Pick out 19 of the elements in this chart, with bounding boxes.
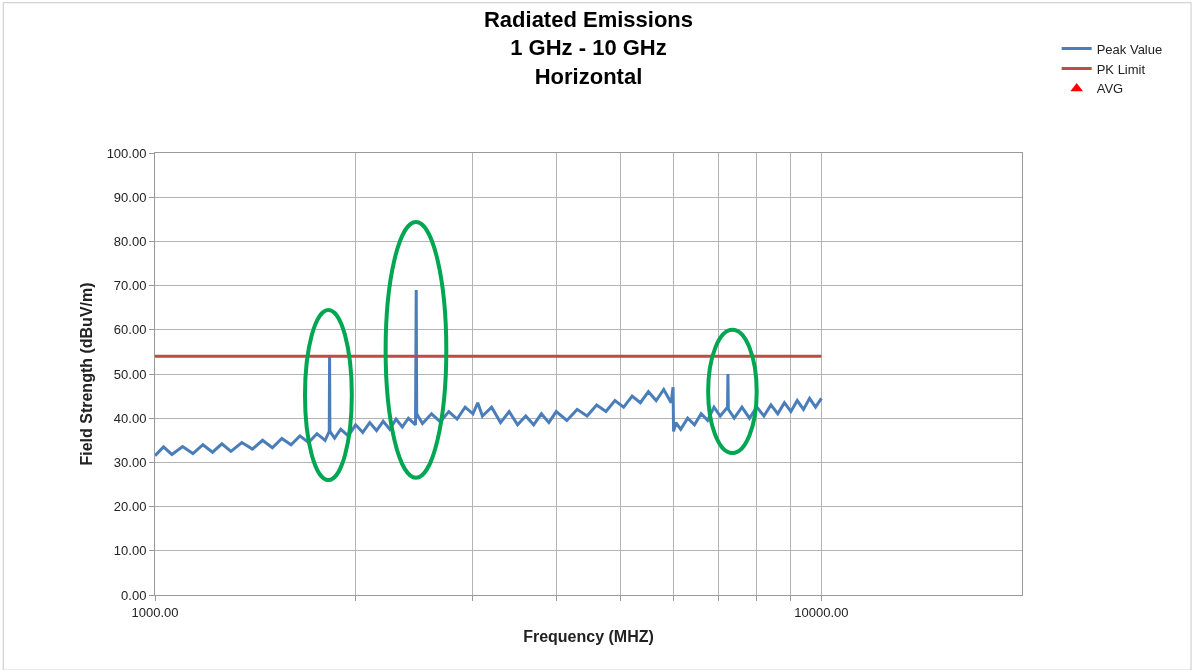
x-tick-label: 1000.00 xyxy=(131,604,179,620)
y-tick-label: 0.00 xyxy=(121,587,147,603)
y-tick-label: 60.00 xyxy=(113,322,147,338)
x-axis-title: Frequency (MHZ) xyxy=(523,628,654,646)
y-tick-label: 70.00 xyxy=(113,278,147,294)
y-tick-label: 20.00 xyxy=(113,499,147,515)
y-axis-title: Field Strength (dBuV/m) xyxy=(77,282,95,466)
y-tick-label: 80.00 xyxy=(113,233,147,249)
legend-label: PK Limit xyxy=(1096,61,1146,77)
legend-label: AVG xyxy=(1096,81,1124,97)
y-tick-label: 30.00 xyxy=(113,454,147,470)
y-tick-label: 90.00 xyxy=(113,189,147,205)
y-tick-label: 10.00 xyxy=(113,543,147,559)
y-tick-label: 50.00 xyxy=(113,366,147,382)
x-tick-label: 10000.00 xyxy=(794,604,849,620)
y-tick-label: 40.00 xyxy=(113,410,147,426)
y-tick-label: 100.00 xyxy=(106,145,147,161)
legend-label: Peak Value xyxy=(1096,41,1163,57)
chart-title: Radiated Emissions 1 GHz - 10 GHz Horizontal xyxy=(483,6,694,89)
